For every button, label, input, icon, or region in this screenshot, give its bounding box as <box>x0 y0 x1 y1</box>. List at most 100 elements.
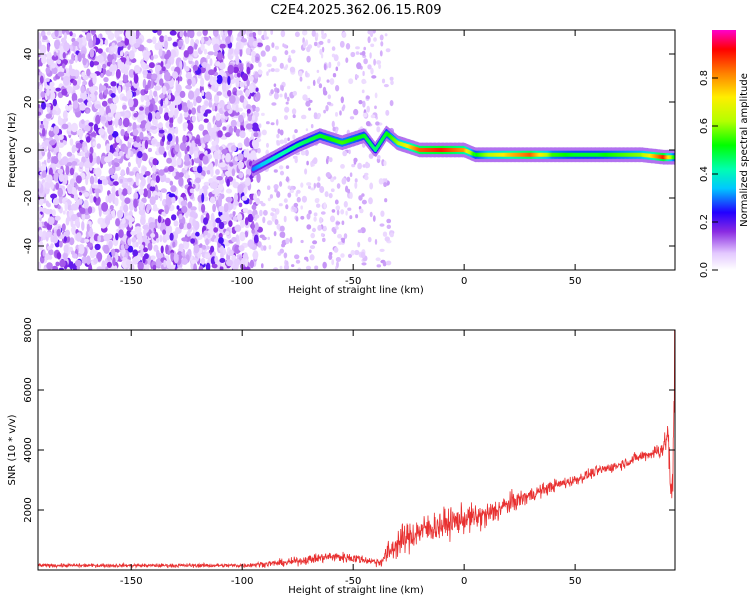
noise-speckle <box>125 55 130 65</box>
noise-speckle <box>345 210 348 216</box>
noise-speckle <box>306 182 312 186</box>
noise-speckle <box>294 31 300 38</box>
noise-speckle <box>270 89 274 95</box>
noise-speckle <box>357 241 361 248</box>
noise-speckle <box>64 201 68 212</box>
noise-speckle <box>117 85 122 94</box>
noise-speckle <box>143 153 148 162</box>
x-tick-label: -100 <box>231 276 254 287</box>
noise-speckle <box>87 170 91 180</box>
noise-speckle <box>222 248 226 256</box>
noise-speckle <box>52 98 57 107</box>
noise-speckle <box>249 32 253 38</box>
noise-speckle <box>112 257 116 266</box>
noise-speckle <box>179 31 184 38</box>
x-tick-label: -50 <box>345 276 361 287</box>
noise-speckle <box>81 221 85 231</box>
noise-speckle <box>96 266 103 270</box>
noise-speckle <box>280 30 286 38</box>
noise-speckle <box>128 245 134 253</box>
noise-speckle <box>160 98 164 107</box>
noise-speckle <box>110 174 118 179</box>
noise-speckle <box>65 104 69 111</box>
noise-speckle <box>198 203 202 212</box>
noise-speckle <box>228 47 234 55</box>
noise-speckle <box>290 49 296 54</box>
noise-speckle <box>44 103 52 108</box>
snr-line <box>38 330 675 569</box>
noise-speckle <box>174 126 179 135</box>
noise-speckle <box>171 196 176 204</box>
noise-speckle <box>152 30 158 34</box>
noise-speckle <box>139 202 144 211</box>
noise-speckle <box>170 252 175 262</box>
noise-speckle <box>383 160 387 166</box>
noise-speckle <box>128 171 135 176</box>
noise-speckle <box>276 88 280 94</box>
noise-speckle <box>74 218 80 227</box>
noise-speckle <box>202 155 209 165</box>
noise-speckle <box>237 153 244 161</box>
noise-speckle <box>333 54 339 62</box>
noise-speckle <box>62 110 68 120</box>
noise-speckle <box>337 241 343 245</box>
noise-speckle <box>264 36 269 40</box>
snr-panel: -150 -100 -50 0 50 2000 4000 6000 8000 Height o… <box>7 317 676 596</box>
noise-speckle <box>250 50 256 57</box>
noise-speckle <box>341 31 347 38</box>
noise-speckle <box>209 181 215 189</box>
noise-speckle <box>88 263 93 270</box>
noise-speckle <box>98 106 105 116</box>
noise-speckle <box>373 58 376 66</box>
y-tick-label: 6000 <box>23 377 34 402</box>
noise-speckle <box>168 193 176 198</box>
noise-speckle <box>230 34 234 44</box>
noise-speckle <box>223 265 227 270</box>
noise-speckle <box>381 78 386 84</box>
noise-speckle <box>190 206 197 212</box>
noise-speckle <box>48 208 53 215</box>
noise-speckle <box>261 236 267 241</box>
noise-speckle <box>343 201 348 208</box>
noise-speckle <box>273 92 279 100</box>
noise-speckle <box>191 115 196 122</box>
noise-speckle <box>331 259 335 266</box>
noise-speckle <box>143 136 149 142</box>
noise-speckle <box>196 31 202 37</box>
noise-speckle <box>137 151 143 159</box>
noise-speckle <box>65 165 70 176</box>
noise-speckle <box>362 100 366 108</box>
noise-speckle <box>306 258 309 262</box>
noise-speckle <box>346 176 351 182</box>
noise-speckle <box>133 64 141 74</box>
noise-speckle <box>318 40 324 45</box>
noise-speckle <box>193 98 197 107</box>
noise-speckle <box>285 101 289 105</box>
noise-speckle <box>331 209 336 213</box>
noise-speckle <box>191 107 197 115</box>
noise-speckle <box>276 133 280 139</box>
noise-speckle <box>56 252 62 260</box>
noise-speckle <box>126 177 133 183</box>
noise-speckle <box>57 142 65 148</box>
noise-speckle <box>283 215 287 223</box>
noise-speckle <box>132 256 139 265</box>
noise-speckle <box>228 249 234 256</box>
noise-speckle <box>369 182 374 190</box>
noise-speckle <box>90 72 97 78</box>
noise-speckle <box>58 134 64 140</box>
noise-speckle <box>273 83 277 87</box>
noise-speckle <box>294 157 298 164</box>
noise-speckle <box>243 266 250 270</box>
noise-speckle <box>219 99 225 108</box>
noise-speckle <box>127 185 132 195</box>
noise-speckle <box>254 214 260 219</box>
noise-speckle <box>349 192 353 199</box>
noise-speckle <box>94 167 102 178</box>
noise-speckle <box>124 37 129 46</box>
noise-speckle <box>308 249 312 254</box>
noise-speckle <box>93 123 99 132</box>
noise-speckle <box>165 234 171 241</box>
noise-speckle <box>368 197 373 205</box>
noise-speckle <box>142 263 150 270</box>
